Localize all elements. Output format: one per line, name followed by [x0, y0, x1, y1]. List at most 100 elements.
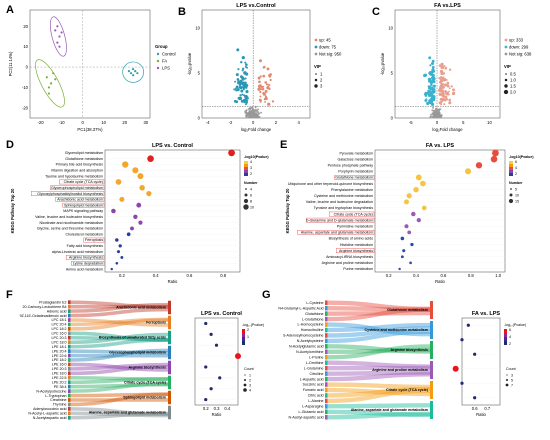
metabolite-label: S-Adenosylhomocysteine — [283, 334, 324, 338]
data-point-down — [241, 77, 245, 81]
pathway-bar — [430, 381, 433, 399]
color-legend-swatch — [509, 161, 513, 164]
category-label: Arginine biosynthesis — [69, 256, 103, 260]
bubble — [122, 161, 129, 168]
data-point-not-sig — [250, 116, 253, 118]
metabolite-label: LPE 20:4 — [52, 349, 67, 353]
bubble — [138, 220, 143, 225]
category-label: Pyruvate metabolism — [339, 151, 373, 155]
metabolite-label: Succinic acid — [303, 383, 324, 387]
x-tick-label: 0.4 — [224, 406, 230, 411]
data-point-up — [452, 88, 456, 92]
metabolite-label: LPE 18:0 — [52, 372, 67, 376]
size-legend-marker — [505, 73, 507, 75]
data-point-not-sig — [245, 114, 248, 117]
legend-marker — [314, 45, 318, 49]
metabolite-label: LPC 20:3 — [52, 336, 67, 340]
color-legend-title: -log10(Pvalue) — [244, 155, 269, 159]
data-point-up — [439, 86, 442, 89]
pathway-dot — [235, 353, 241, 360]
confidence-ellipse — [122, 61, 145, 83]
node-bar — [325, 365, 328, 371]
color-legend-title: -log₁₀(Pvalue) — [504, 323, 526, 327]
data-point-up — [444, 66, 448, 70]
category-label: Valine, leucine and isoleucine degradati… — [306, 200, 373, 204]
bubble — [139, 185, 145, 191]
data-point-down — [430, 83, 433, 87]
data-point-not-sig — [260, 111, 263, 114]
size-legend-marker — [243, 198, 249, 204]
node-bar — [325, 322, 328, 327]
data-point-down — [236, 78, 240, 81]
color-legend-tick: 6 — [509, 328, 511, 332]
data-point-down — [241, 69, 244, 72]
metabolite-label: Prostaglandin E2 — [39, 300, 66, 304]
size-legend-entry: 1.0 — [510, 78, 516, 83]
color-legend-swatch — [242, 329, 245, 333]
data-point-down — [430, 80, 434, 84]
y-tick-label: 0 — [198, 116, 201, 121]
pathway-dot — [204, 397, 208, 402]
data-point-up — [269, 73, 272, 76]
data-point-down — [245, 91, 248, 93]
category-label: Taurine and hypotaurine metabolism — [45, 174, 103, 178]
highlight-box — [71, 261, 105, 266]
node-bar — [68, 322, 71, 327]
color-legend-swatch — [244, 161, 248, 164]
data-point-not-sig — [432, 106, 435, 109]
metabolite-label: LPE 16:0 — [52, 363, 67, 367]
y-tick-label: 10 — [195, 26, 200, 31]
data-point-up — [260, 85, 264, 89]
legend-entry: Not sig: 950 — [319, 52, 342, 57]
x-axis-label: log₂Fold change — [241, 127, 272, 132]
legend-marker — [156, 59, 160, 63]
node-bar — [68, 304, 71, 309]
legend-marker — [314, 52, 318, 56]
x-tick-label: 2 — [275, 120, 278, 125]
category-label: Valine, leucine and isoleucine biosynthe… — [35, 215, 103, 219]
node-bar — [68, 393, 71, 398]
metabolite-label: L-Aspartic acid — [300, 377, 324, 381]
node-bar — [68, 384, 71, 389]
metabolite-label: L-Tryptophan — [45, 394, 66, 398]
node-bar — [325, 327, 328, 333]
category-label: Pentose phosphate pathway — [328, 163, 374, 167]
pathway-label: Alanine, aspartate and glutamate metabol… — [351, 408, 428, 412]
category-label: Porphyrin metabolism — [338, 170, 373, 174]
size-legend-entry: 2 — [320, 78, 323, 83]
data-point — [136, 72, 139, 75]
legend-entry: up: 333 — [509, 38, 524, 43]
sankey-flow — [70, 349, 169, 355]
data-point-up — [267, 102, 271, 106]
color-legend-tick: 4 — [250, 160, 252, 164]
size-legend-tick: 15 — [515, 200, 519, 204]
color-legend-swatch — [242, 337, 245, 341]
data-point-not-sig — [255, 109, 258, 112]
size-legend-tick: 3 — [511, 373, 513, 377]
category-label: Lysine degradation — [73, 261, 103, 265]
bubble — [132, 167, 139, 174]
bubble — [136, 202, 142, 208]
metabolite-label: Thymine — [53, 403, 67, 407]
category-label: Ferroptosis — [85, 238, 103, 242]
data-point-up — [259, 90, 262, 94]
size-legend-tick: 10 — [250, 206, 254, 210]
y-tick-label: 10 — [388, 26, 393, 31]
data-point-up — [442, 72, 446, 75]
bubble — [490, 155, 498, 163]
sankey-flow — [70, 300, 169, 309]
metabolite-label: N-Acetylcysteine — [297, 339, 324, 343]
x-tick-label: 0.8 — [468, 273, 474, 278]
node-bar — [325, 404, 328, 409]
pathway-bar — [430, 321, 433, 339]
data-point-down — [242, 88, 245, 91]
metabolite-label: N-Acetylaspartic acid — [33, 416, 67, 420]
highlight-box — [62, 202, 105, 208]
data-point-up — [446, 91, 449, 94]
legend-marker — [504, 38, 508, 42]
node-bar — [68, 398, 71, 402]
pathway-label: Glutathione metabolism — [387, 308, 428, 312]
legend-marker — [156, 66, 160, 70]
data-point-up — [443, 99, 447, 102]
metabolite-label: L-Glutamic acid — [299, 410, 324, 414]
